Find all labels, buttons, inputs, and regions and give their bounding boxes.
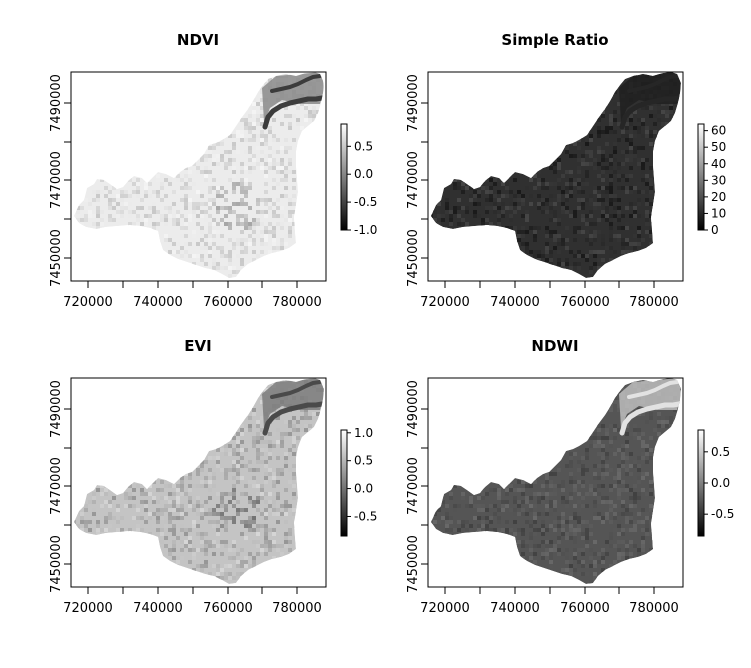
legend-tick-label: 10 bbox=[711, 206, 726, 220]
panel-title: EVI bbox=[184, 337, 211, 355]
x-tick-label: 740000 bbox=[490, 295, 540, 310]
map-raster bbox=[431, 378, 681, 584]
x-tick-label: 760000 bbox=[203, 295, 253, 310]
legend-colorbar bbox=[340, 123, 348, 231]
legend-colorbar bbox=[340, 429, 348, 537]
y-tick-label: 7450000 bbox=[49, 229, 64, 287]
x-tick-label: 760000 bbox=[560, 601, 610, 616]
y-tick-label: 7470000 bbox=[49, 151, 64, 209]
x-tick-label: 780000 bbox=[272, 601, 322, 616]
legend-tick-label: 0.5 bbox=[354, 454, 373, 468]
x-tick-label: 740000 bbox=[490, 601, 540, 616]
map-raster bbox=[431, 72, 681, 278]
legend-tick-label: 0 bbox=[711, 223, 719, 237]
y-tick-label: 7450000 bbox=[406, 535, 421, 593]
x-tick-label: 740000 bbox=[133, 295, 183, 310]
legend-tick-label: 0.0 bbox=[354, 482, 373, 496]
map-raster bbox=[74, 378, 324, 584]
panel-title: Simple Ratio bbox=[501, 31, 608, 49]
legend-tick-label: 0.0 bbox=[711, 476, 730, 490]
y-tick-label: 7490000 bbox=[49, 74, 64, 132]
legend-tick-label: 1.0 bbox=[354, 426, 373, 440]
legend-tick-label: 20 bbox=[711, 190, 726, 204]
y-tick-label: 7450000 bbox=[49, 535, 64, 593]
legend-tick-label: 50 bbox=[711, 140, 726, 154]
panel-simple-ratio: Simple Ratio 720000 740000 760000 780000 745… bbox=[406, 31, 726, 310]
legend-tick-label: -0.5 bbox=[711, 507, 734, 521]
plot-frame bbox=[70, 377, 327, 588]
legend-colorbar bbox=[697, 123, 705, 231]
panel-ndwi: NDWI 720000 740000 760000 780000 7450000 7470… bbox=[406, 337, 734, 616]
legend-tick-label: 40 bbox=[711, 157, 726, 171]
panel-evi: EVI 720000 740000 760000 780000 7450000 74700… bbox=[49, 337, 377, 616]
legend-tick-label: -0.5 bbox=[354, 195, 377, 209]
x-tick-label: 740000 bbox=[133, 601, 183, 616]
plot-frame bbox=[427, 71, 684, 282]
x-tick-label: 760000 bbox=[203, 601, 253, 616]
legend-tick-label: 60 bbox=[711, 124, 726, 138]
plot-frame bbox=[70, 71, 327, 282]
legend-tick-label: 0.5 bbox=[711, 445, 730, 459]
y-tick-label: 7470000 bbox=[49, 457, 64, 515]
legend-colorbar bbox=[697, 429, 705, 537]
legend-tick-label: 0.5 bbox=[354, 139, 373, 153]
x-tick-label: 780000 bbox=[629, 295, 679, 310]
x-tick-label: 780000 bbox=[629, 601, 679, 616]
panel-title: NDWI bbox=[531, 337, 578, 355]
legend-tick-label: 30 bbox=[711, 173, 726, 187]
y-tick-label: 7450000 bbox=[406, 229, 421, 287]
x-tick-label: 720000 bbox=[63, 295, 113, 310]
x-tick-label: 760000 bbox=[560, 295, 610, 310]
y-tick-label: 7490000 bbox=[406, 380, 421, 438]
x-tick-label: 720000 bbox=[63, 601, 113, 616]
panel-title: NDVI bbox=[177, 31, 219, 49]
y-tick-label: 7490000 bbox=[49, 380, 64, 438]
y-tick-label: 7470000 bbox=[406, 151, 421, 209]
map-raster bbox=[74, 72, 324, 278]
legend-tick-label: -0.5 bbox=[354, 509, 377, 523]
x-tick-label: 780000 bbox=[272, 295, 322, 310]
y-tick-label: 7470000 bbox=[406, 457, 421, 515]
legend-tick-label: 0.0 bbox=[354, 167, 373, 181]
panel-ndvi: NDVI 720000 740000 760000 780000 7450000 7470… bbox=[49, 31, 377, 310]
legend-tick-label: -1.0 bbox=[354, 223, 377, 237]
x-tick-label: 720000 bbox=[420, 295, 470, 310]
plot-frame bbox=[427, 377, 684, 588]
y-tick-label: 7490000 bbox=[406, 74, 421, 132]
x-tick-label: 720000 bbox=[420, 601, 470, 616]
